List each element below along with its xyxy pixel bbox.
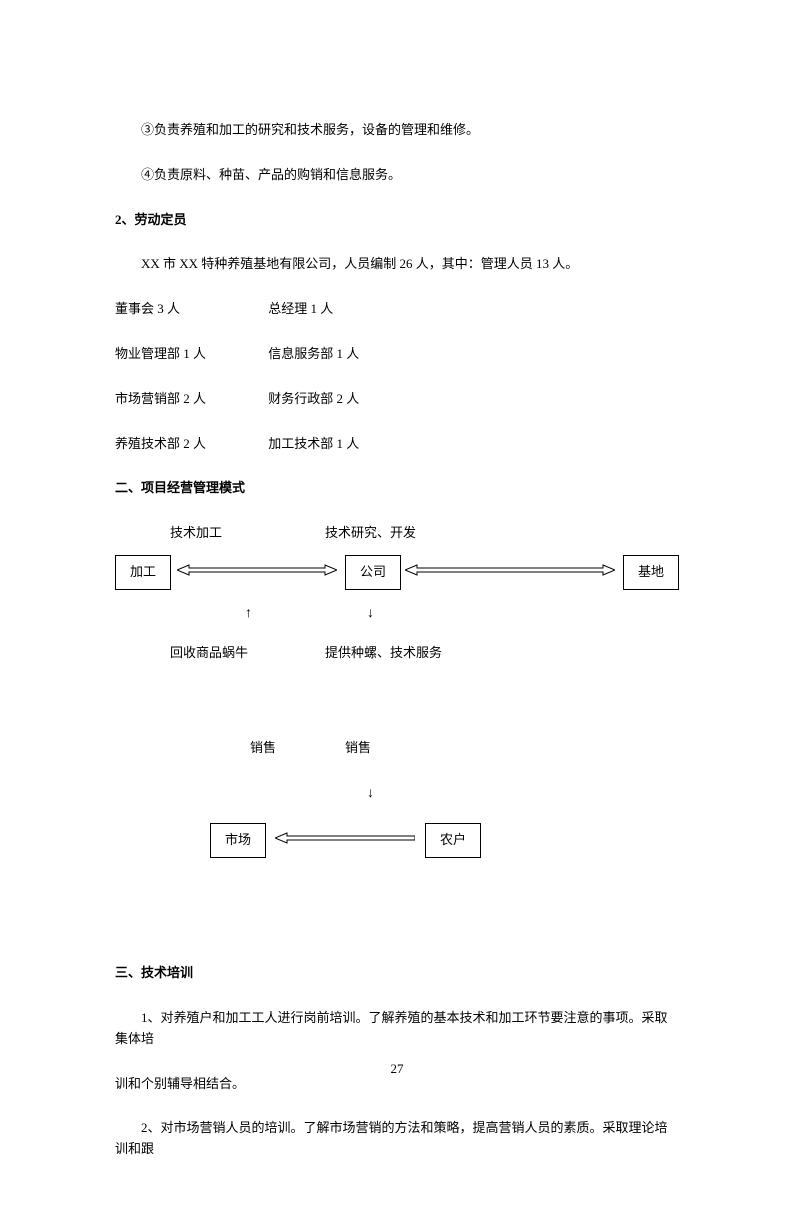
box-farmer: 农户 <box>425 823 481 858</box>
box-base: 基地 <box>623 555 679 590</box>
staff-property: 物业管理部 1 人 <box>115 344 265 365</box>
arrow-down1-icon: ↓ <box>367 603 374 625</box>
arrow-processing-company <box>177 563 337 573</box>
label-sales2: 销售 <box>345 738 371 759</box>
label-provide: 提供种螺、技术服务 <box>325 643 442 664</box>
heading-training: 三、技术培训 <box>115 963 679 984</box>
label-tech-processing: 技术加工 <box>170 523 222 544</box>
box-processing: 加工 <box>115 555 171 590</box>
arrow-down2-icon: ↓ <box>367 783 374 805</box>
arrow-up-icon: ↑ <box>245 603 252 625</box>
staff-row-3: 市场营销部 2 人 财务行政部 2 人 <box>115 389 679 410</box>
heading-labor: 2、劳动定员 <box>115 210 679 231</box>
staff-row-2: 物业管理部 1 人 信息服务部 1 人 <box>115 344 679 365</box>
paragraph-training-2: 2、对市场营销人员的培训。了解市场营销的方法和策略，提高营销人员的素质。采取理论… <box>115 1118 679 1160</box>
box-company: 公司 <box>345 555 401 590</box>
flowchart-diagram: 技术加工 技术研究、开发 加工 公司 基地 ↑ ↓ 回收商品蜗牛 提供种螺、技术… <box>115 523 679 943</box>
paragraph-company: XX 市 XX 特种养殖基地有限公司，人员编制 26 人，其中：管理人员 13 … <box>115 254 679 275</box>
staff-marketing: 市场营销部 2 人 <box>115 389 265 410</box>
staff-gm: 总经理 1 人 <box>268 299 333 320</box>
staff-processing-dept: 加工技术部 1 人 <box>268 434 359 455</box>
label-sales1: 销售 <box>250 738 276 759</box>
staff-info: 信息服务部 1 人 <box>268 344 359 365</box>
staff-finance: 财务行政部 2 人 <box>268 389 359 410</box>
paragraph-training-1a: 1、对养殖户和加工工人进行岗前培训。了解养殖的基本技术和加工环节要注意的事项。采… <box>115 1008 679 1050</box>
staff-board: 董事会 3 人 <box>115 299 265 320</box>
paragraph-item-3: ③负责养殖和加工的研究和技术服务，设备的管理和维修。 <box>115 120 679 141</box>
staff-row-1: 董事会 3 人 总经理 1 人 <box>115 299 679 320</box>
label-recycle: 回收商品蜗牛 <box>170 643 248 664</box>
page-number: 27 <box>0 1061 794 1077</box>
staff-breeding: 养殖技术部 2 人 <box>115 434 265 455</box>
label-tech-rd: 技术研究、开发 <box>325 523 416 544</box>
staff-row-4: 养殖技术部 2 人 加工技术部 1 人 <box>115 434 679 455</box>
box-market: 市场 <box>210 823 266 858</box>
paragraph-item-4: ④负责原料、种苗、产品的购销和信息服务。 <box>115 165 679 186</box>
heading-management-mode: 二、项目经营管理模式 <box>115 478 679 499</box>
arrow-market-farmer <box>275 831 415 841</box>
arrow-company-base <box>405 563 615 573</box>
